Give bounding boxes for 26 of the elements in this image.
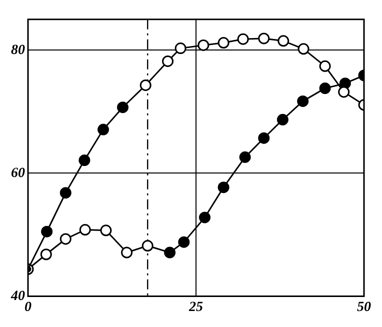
x-tick-label: 25 (188, 300, 203, 316)
point (218, 182, 230, 194)
point (319, 60, 331, 72)
x-tick-label: 0 (24, 300, 32, 316)
point (298, 43, 310, 55)
point (319, 82, 331, 94)
point (162, 55, 174, 67)
x-tick-label: 50 (357, 300, 371, 316)
y-tick-label: 40 (10, 288, 25, 304)
point (239, 151, 251, 163)
point (338, 86, 350, 98)
point (237, 33, 249, 45)
point (140, 79, 152, 91)
point (297, 95, 309, 107)
point (198, 39, 210, 51)
point (278, 35, 290, 47)
point (218, 37, 230, 49)
point (164, 246, 176, 258)
point (198, 212, 210, 224)
y-tick-label: 80 (11, 42, 25, 58)
y-tick-label: 60 (11, 166, 25, 181)
point (178, 236, 190, 248)
point (258, 32, 270, 44)
point (276, 114, 288, 126)
point (258, 132, 270, 144)
point (174, 42, 186, 54)
